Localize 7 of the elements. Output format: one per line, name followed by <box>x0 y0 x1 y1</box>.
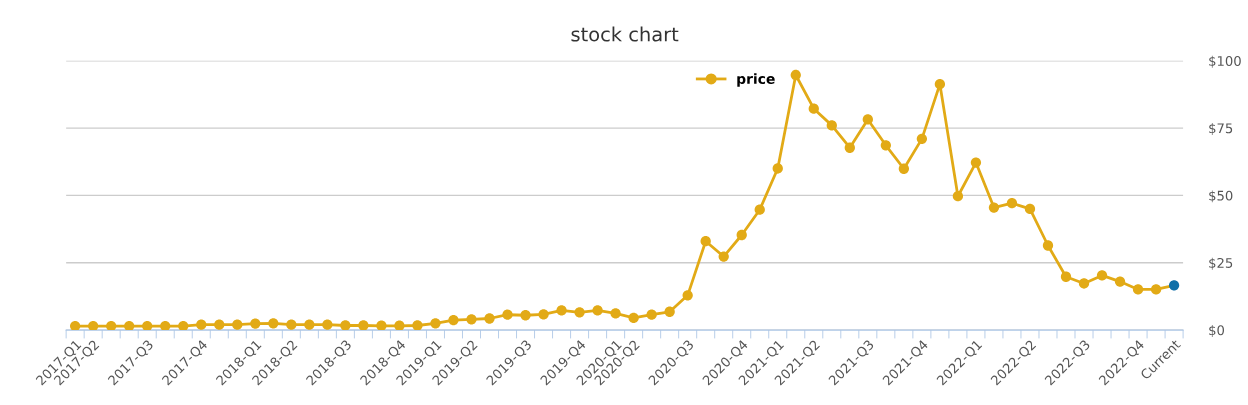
y-tick-label: $25 <box>1209 257 1233 270</box>
y-tick-label: $75 <box>1209 123 1233 136</box>
y-tick-label: $50 <box>1209 190 1233 203</box>
y-tick-label: $0 <box>1209 325 1225 338</box>
legend-label: price <box>737 73 775 87</box>
y-tick-label: $100 <box>1209 55 1241 68</box>
chart-title: stock chart <box>571 26 679 42</box>
